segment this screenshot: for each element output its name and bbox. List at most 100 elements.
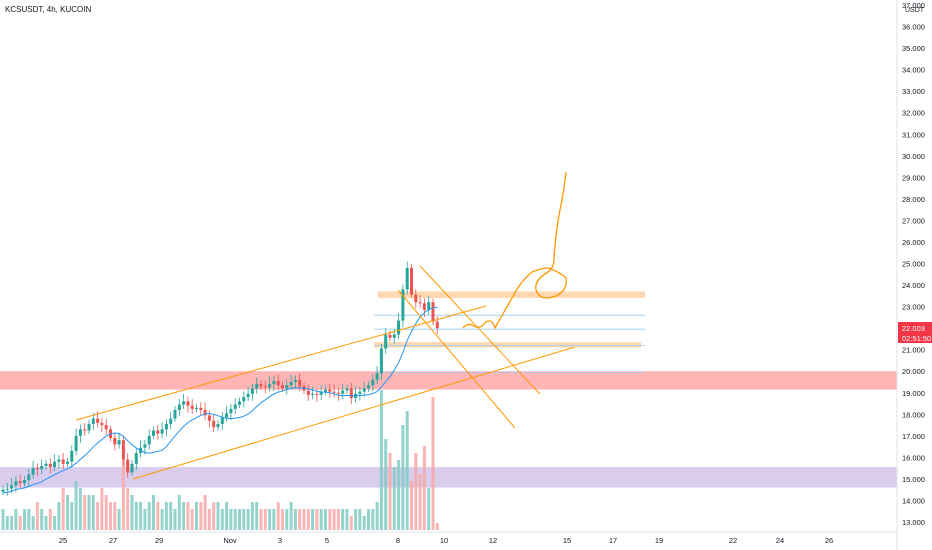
volume-layer — [1, 390, 439, 530]
volume-bar — [345, 509, 349, 530]
candle-body — [61, 459, 65, 464]
price-tick-label: 30.000 — [902, 152, 925, 161]
price-tick-label: 35.000 — [902, 44, 925, 53]
volume-bar — [289, 502, 293, 530]
volume-bar — [276, 502, 280, 530]
volume-bar — [117, 509, 121, 530]
volume-bar — [186, 502, 190, 530]
price-tick-label: 31.000 — [902, 130, 925, 139]
volume-bar — [177, 495, 181, 530]
moving-average-line — [2, 306, 438, 494]
candle-body — [186, 401, 190, 406]
volume-bar — [384, 439, 388, 530]
volume-bar — [268, 509, 272, 530]
candle-body — [306, 390, 310, 395]
time-axis[interactable]: 25 27 29 Nov 3 5 8 10 12 15 17 19 22 24 26 — [0, 531, 897, 545]
volume-bar — [113, 502, 117, 530]
candle-body — [70, 450, 74, 462]
chart-title: KCSUSDT, 4h, KUCOIN — [5, 5, 91, 14]
candle-body — [1, 489, 5, 492]
candle-body — [435, 321, 439, 329]
volume-bar — [66, 495, 69, 530]
candle-body — [130, 463, 134, 473]
price-tick-label: 34.000 — [902, 66, 925, 75]
candle-body — [319, 391, 323, 395]
candle-body — [48, 463, 52, 468]
volume-bar — [319, 509, 323, 530]
candle-body — [121, 440, 125, 460]
orange-lower-zone — [374, 342, 641, 348]
volume-bar — [311, 509, 315, 530]
hlines-layer — [374, 314, 645, 373]
price-tick-label: 16.000 — [902, 453, 925, 462]
falling-wedge-bottom-line — [397, 289, 516, 429]
volume-bar — [78, 488, 82, 530]
channel-lower-line — [132, 346, 576, 480]
candle-body — [78, 429, 82, 436]
price-tick-label: 33.000 — [902, 87, 925, 96]
candle-body — [285, 385, 289, 389]
volume-bar — [173, 509, 177, 530]
candle-body — [367, 385, 370, 389]
candle-body — [225, 413, 229, 418]
volume-bar — [156, 502, 160, 530]
price-axis[interactable]: 13.000 14.000 15.000 16.000 17.000 18.000 19.0… — [896, 0, 925, 550]
volume-bar — [57, 502, 61, 530]
volume-bar — [397, 460, 401, 530]
volume-bar — [435, 523, 439, 530]
candle-body — [169, 418, 173, 424]
time-tick-label: 19 — [655, 536, 663, 545]
volume-bar — [87, 495, 91, 530]
volume-bar — [388, 453, 392, 530]
volume-bar — [147, 502, 151, 530]
volume-bar — [139, 502, 143, 530]
volume-bar — [367, 509, 370, 530]
volume-bar — [375, 502, 379, 530]
price-tick-label: 13.000 — [902, 518, 925, 527]
volume-bar — [126, 488, 130, 530]
candle-body — [422, 303, 426, 310]
price-tick-label: 37.000 — [902, 1, 925, 10]
candle-body — [345, 388, 349, 391]
candle-body — [315, 393, 319, 395]
volume-bar — [104, 495, 108, 530]
volume-bar — [414, 453, 418, 530]
candle-body — [91, 418, 95, 424]
time-tick-label: 10 — [440, 536, 448, 545]
volume-bar — [100, 488, 104, 530]
candle-body — [87, 423, 91, 431]
candle-body — [341, 390, 345, 394]
candle-body — [74, 435, 78, 451]
volume-bar — [259, 509, 263, 530]
volume-bar — [207, 509, 211, 530]
candle-body — [246, 393, 250, 398]
candle-body — [255, 384, 259, 389]
candle-body — [379, 348, 383, 374]
candle-body — [397, 320, 401, 335]
candle-body — [18, 481, 22, 484]
ma-layer — [2, 306, 438, 494]
volume-bar — [143, 509, 147, 530]
volume-bar — [216, 502, 220, 530]
candle-body — [229, 408, 233, 414]
candle-body — [405, 267, 409, 290]
candle-body — [152, 430, 155, 436]
volume-bar — [263, 509, 267, 530]
volume-bar — [23, 509, 26, 530]
last-price-countdown: 02:51:50 — [902, 334, 931, 343]
volume-bar — [379, 390, 383, 530]
time-tick-label: 29 — [155, 536, 163, 545]
price-tick-label: 14.000 — [902, 496, 925, 505]
volume-bar — [233, 509, 237, 530]
volume-bar — [195, 502, 198, 530]
candle-body — [349, 388, 353, 399]
candle-body — [44, 463, 48, 466]
volume-bar — [44, 516, 48, 530]
volume-bar — [14, 509, 18, 530]
candle-body — [276, 380, 280, 386]
volume-bar — [371, 509, 375, 530]
candle-body — [14, 481, 18, 486]
candle-body — [362, 388, 366, 392]
volume-bar — [48, 509, 52, 530]
